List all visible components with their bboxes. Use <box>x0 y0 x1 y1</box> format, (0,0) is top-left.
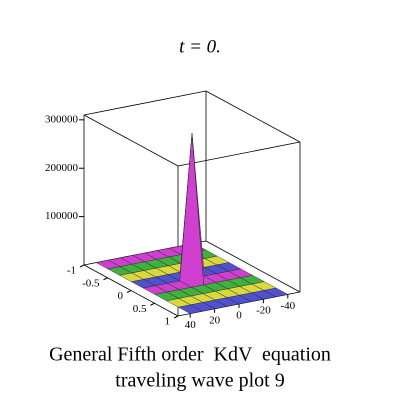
box-edge <box>83 90 207 116</box>
z-tick-label: 200000 <box>45 162 79 174</box>
y-tick <box>79 264 85 268</box>
x-tick-label: 0 <box>236 310 242 322</box>
x-tick-label: 40 <box>185 319 197 331</box>
y-tick-label: 0.5 <box>133 303 147 315</box>
x-tick-label: 20 <box>209 314 221 326</box>
caption-line: General Fifth order KdV equation <box>49 344 331 366</box>
y-tick <box>126 290 132 293</box>
box-edge <box>83 114 179 167</box>
box-edge <box>205 240 301 293</box>
y-tick <box>103 277 108 281</box>
y-tick-label: -0.5 <box>82 277 100 289</box>
y-tick <box>150 302 155 306</box>
y-tick-label: -1 <box>67 265 76 277</box>
surface-patch <box>179 133 204 288</box>
z-tick-label: 100000 <box>45 210 79 222</box>
caption-line: traveling wave plot 9 <box>115 370 284 392</box>
chart-title: t = 0. <box>179 36 221 57</box>
box-edge <box>177 141 301 167</box>
y-tick-label: 1 <box>165 316 171 328</box>
box-edge <box>205 90 301 143</box>
y-tick <box>173 315 179 319</box>
surface-patch <box>263 287 289 298</box>
x-tick-label: -40 <box>280 300 295 312</box>
z-tick-label: 300000 <box>45 113 79 125</box>
x-tick-label: -20 <box>256 305 271 317</box>
y-tick-label: 0 <box>118 290 124 302</box>
